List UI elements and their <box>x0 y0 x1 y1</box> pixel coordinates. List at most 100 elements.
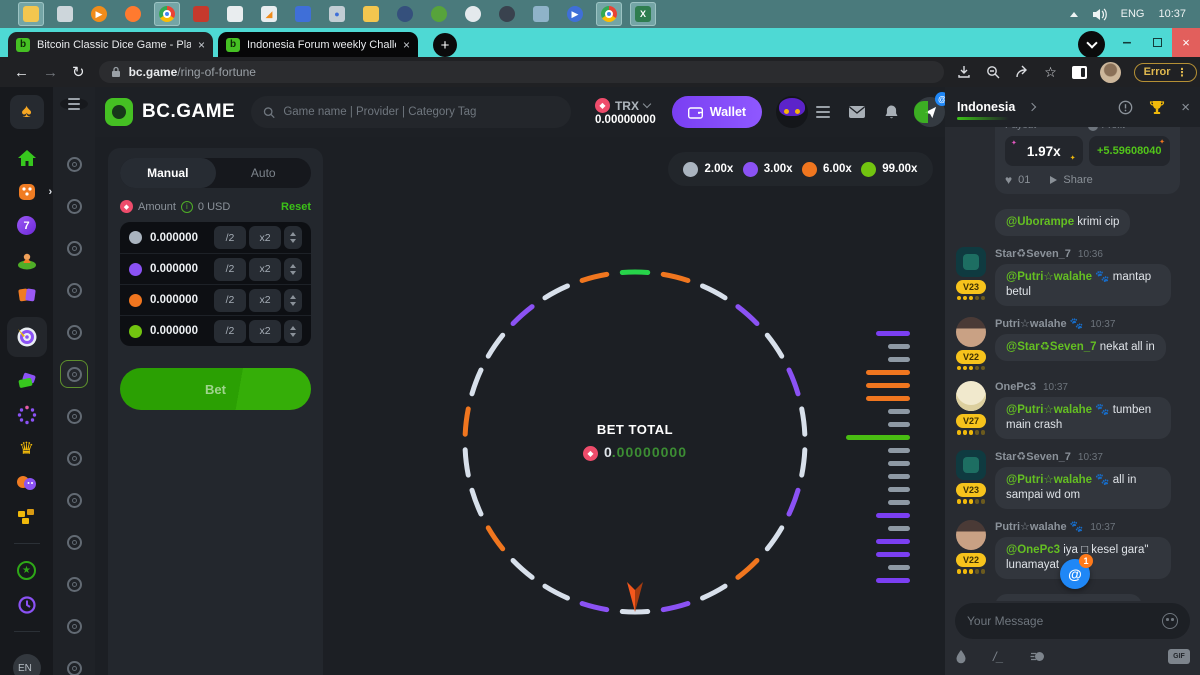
mention-jump-button[interactable]: @ 1 <box>1060 554 1093 589</box>
double-button[interactable]: x2 <box>249 226 281 249</box>
browser-menu-icon[interactable]: ⋮ <box>1176 66 1188 79</box>
emoji-icon[interactable] <box>1162 613 1178 629</box>
username[interactable]: Putri☆walahe 🐾 <box>995 521 1084 534</box>
sidebar-game-keno[interactable] <box>60 570 88 598</box>
taskbar-chrome-profile[interactable] <box>596 2 622 26</box>
chevron-right-icon[interactable] <box>1028 102 1037 112</box>
avatar[interactable] <box>956 316 986 347</box>
menu-toggle-button[interactable] <box>60 98 88 110</box>
game-search[interactable] <box>251 96 571 128</box>
taskbar-monitor-app[interactable] <box>528 2 554 26</box>
taskbar-photos-app[interactable] <box>290 2 316 26</box>
sidebar-game-hilo[interactable] <box>60 486 88 514</box>
shared-bet-card[interactable]: Payout × Profit ✦1.97x✦ +5.59608040✦ ♥ 01… <box>995 127 1180 194</box>
sidebar-game-plinko[interactable] <box>60 276 88 304</box>
username[interactable]: OnePc3 <box>995 381 1036 394</box>
close-tab-icon[interactable]: × <box>197 37 205 52</box>
sidebar-game-egg[interactable] <box>60 402 88 430</box>
sidebar-game-bomb[interactable] <box>60 612 88 640</box>
language-indicator[interactable]: ENG <box>1120 8 1145 20</box>
amount-stepper[interactable] <box>284 319 302 343</box>
tab-auto[interactable]: Auto <box>250 166 276 180</box>
taskbar-archive-app[interactable]: ◢ <box>256 2 282 26</box>
wallet-button[interactable]: Wallet <box>671 96 763 128</box>
browser-profile-avatar[interactable] <box>1099 61 1121 83</box>
avatar[interactable] <box>956 450 986 481</box>
close-chat-icon[interactable]: × <box>1181 98 1190 116</box>
taskbar-dictionary-app[interactable] <box>188 2 214 26</box>
step-down-icon[interactable] <box>290 239 296 243</box>
mention-text[interactable]: @Putri☆walahe 🐾 <box>1006 270 1110 283</box>
avatar[interactable] <box>956 246 986 277</box>
coinflip-icon[interactable] <box>1030 650 1045 663</box>
account-menu-icon[interactable] <box>816 106 831 118</box>
sidebar-item-promotions[interactable] <box>17 283 37 304</box>
error-badge[interactable]: Error ⋮ <box>1133 62 1198 82</box>
taskbar-search-tool[interactable]: ● <box>324 2 350 26</box>
gif-button[interactable]: GIF <box>1168 649 1190 664</box>
step-down-icon[interactable] <box>290 332 296 337</box>
username[interactable]: Star♻Seven_7 <box>995 451 1071 464</box>
trophy-icon[interactable] <box>1149 100 1165 115</box>
chat-rules-icon[interactable]: /_ <box>993 649 1004 664</box>
tab-manual[interactable]: Manual <box>120 158 216 188</box>
halve-button[interactable]: /2 <box>214 288 246 312</box>
step-up-icon[interactable] <box>290 294 296 299</box>
taskbar-penguin-app[interactable] <box>392 2 418 26</box>
chat-channel-name[interactable]: Indonesia <box>957 100 1016 120</box>
side-panel-icon[interactable] <box>1071 65 1087 79</box>
mention-text[interactable]: @Putri☆walahe 🐾 <box>1006 404 1110 417</box>
close-window-button[interactable]: × <box>1172 28 1200 57</box>
reset-button[interactable]: Reset <box>281 200 311 213</box>
info-icon[interactable] <box>1118 100 1133 115</box>
avatar[interactable] <box>956 520 986 551</box>
hidden-icons-chevron-icon[interactable] <box>1069 11 1078 17</box>
avatar[interactable] <box>956 381 986 412</box>
bookmark-star-icon[interactable]: ☆ <box>1044 63 1057 80</box>
step-down-icon[interactable] <box>290 270 296 275</box>
sidebar-game-classic-dice[interactable] <box>60 192 88 220</box>
halve-button[interactable]: /2 <box>214 226 246 249</box>
taskbar-documents-folder[interactable] <box>358 2 384 26</box>
zoom-icon[interactable] <box>985 64 1001 80</box>
sidebar-game-coinflip[interactable] <box>60 444 88 472</box>
share-icon[interactable] <box>1014 64 1030 80</box>
rain-icon[interactable] <box>955 649 967 664</box>
tab-indonesia-forum[interactable]: b Indonesia Forum weekly Challenge × <box>218 32 418 57</box>
tab-bitcoin-dice[interactable]: b Bitcoin Classic Dice Game - Play D × <box>8 32 213 57</box>
sidebar-item-bc-swirl[interactable] <box>17 404 37 425</box>
halve-button[interactable]: /2 <box>214 257 246 281</box>
sidebar-item-home[interactable] <box>17 147 37 168</box>
step-up-icon[interactable] <box>290 232 296 236</box>
taskbar-photo-viewer[interactable] <box>52 2 78 26</box>
reload-button[interactable]: ↻ <box>72 64 85 81</box>
taskbar-media-player[interactable]: ▶ <box>86 2 112 26</box>
taskbar-quill-app[interactable] <box>494 2 520 26</box>
amount-stepper[interactable] <box>284 288 302 312</box>
download-icon[interactable] <box>956 64 972 80</box>
tab-search-button[interactable] <box>1078 31 1105 58</box>
sidebar-item-staking-blocks[interactable] <box>17 506 36 527</box>
bell-icon[interactable] <box>884 104 899 120</box>
mention-text[interactable]: @OnePc3 <box>1006 544 1061 557</box>
language-button[interactable]: EN <box>13 654 41 675</box>
minimize-button[interactable]: – <box>1122 33 1132 51</box>
mail-icon[interactable] <box>848 105 866 119</box>
taskbar-snow-app[interactable] <box>460 2 486 26</box>
mention-text[interactable]: @Star♻Seven_7 <box>1006 340 1097 353</box>
share-label[interactable]: Share <box>1063 174 1093 186</box>
share-icon[interactable] <box>1050 176 1058 184</box>
close-tab-icon[interactable]: × <box>402 37 410 52</box>
spade-logo-icon[interactable]: ♠ <box>9 95 44 129</box>
taskbar-notepad-app[interactable] <box>222 2 248 26</box>
step-up-icon[interactable] <box>290 263 296 268</box>
sidebar-game-mine[interactable] <box>60 528 88 556</box>
new-tab-button[interactable]: + <box>433 33 457 57</box>
volume-icon[interactable] <box>1092 8 1107 21</box>
step-down-icon[interactable] <box>290 301 296 306</box>
info-icon[interactable]: i <box>180 200 193 213</box>
double-button[interactable]: x2 <box>249 288 281 312</box>
sidebar-item-lottery-tickets[interactable] <box>17 370 37 391</box>
taskbar-lizard-app[interactable] <box>426 2 452 26</box>
sidebar-item-social[interactable] <box>16 472 37 493</box>
